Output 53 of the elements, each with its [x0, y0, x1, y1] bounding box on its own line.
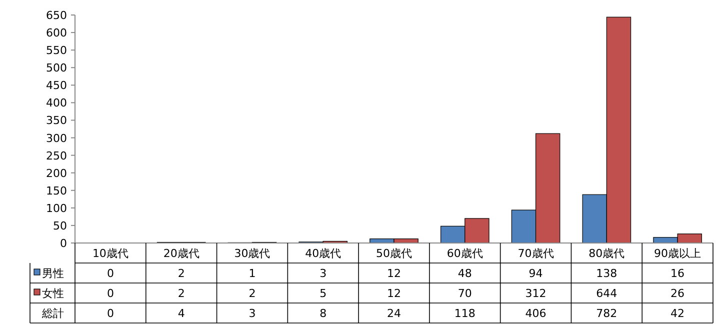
data-label: 1 — [248, 267, 256, 280]
text: 総計 — [41, 307, 64, 320]
data-label: 26 — [670, 287, 685, 300]
text: 3 — [248, 307, 256, 320]
data-label: 0 — [106, 287, 114, 300]
y-tick-label: 600 — [46, 26, 67, 40]
y-tick-label: 100 — [46, 202, 67, 215]
data-label: 644 — [596, 287, 618, 300]
x-tick-label: 10歳代 — [92, 247, 128, 260]
y-tick-label: 200 — [46, 166, 67, 180]
x-tick-label: 50歳代 — [376, 247, 412, 260]
data-label: 3 — [320, 267, 327, 280]
data-label: 2 — [248, 287, 256, 300]
text: 8 — [320, 307, 327, 320]
data-label: 70 — [458, 287, 472, 300]
y-tick-label: 300 — [46, 132, 67, 145]
text: 782 — [596, 307, 618, 320]
legend-label: 男性 — [42, 267, 64, 280]
text: 118 — [454, 307, 476, 320]
x-tick-label: 30歳代 — [234, 247, 270, 260]
data-label: 2 — [178, 267, 185, 280]
text: 24 — [387, 307, 401, 320]
data-label: 94 — [528, 267, 543, 280]
data-label: 138 — [596, 267, 618, 280]
x-tick-label: 60歳代 — [446, 247, 483, 260]
y-tick-label: 350 — [46, 114, 67, 128]
y-tick-label: 450 — [46, 79, 67, 92]
x-tick-label: 40歳代 — [305, 247, 342, 260]
x-tick-label: 80歳代 — [588, 247, 625, 260]
text: 0 — [106, 307, 114, 320]
x-tick-label: 70歳代 — [518, 247, 554, 260]
data-label: 0 — [106, 267, 114, 280]
y-tick-label: 50 — [53, 219, 67, 232]
y-tick-label: 400 — [46, 96, 67, 110]
y-tick-label: 650 — [46, 9, 67, 22]
y-tick-label: 250 — [46, 149, 67, 162]
data-label: 48 — [458, 267, 472, 280]
x-tick-label: 90歳以上 — [654, 247, 702, 260]
y-tick-label: 550 — [46, 44, 67, 58]
text: 4 — [178, 307, 185, 320]
data-label: 16 — [670, 267, 685, 280]
y-tick-label: 500 — [46, 62, 67, 75]
data-label: 312 — [525, 287, 546, 300]
legend-label: 女性 — [42, 287, 64, 300]
text: 406 — [525, 307, 546, 320]
y-tick-label: 0 — [60, 237, 67, 250]
data-label: 5 — [320, 287, 327, 300]
data-label: 2 — [178, 287, 185, 300]
y-tick-label: 150 — [46, 184, 67, 198]
data-label: 12 — [387, 287, 401, 300]
text: 42 — [670, 307, 685, 320]
data-label: 12 — [387, 267, 401, 280]
x-tick-label: 20歳代 — [163, 247, 200, 260]
